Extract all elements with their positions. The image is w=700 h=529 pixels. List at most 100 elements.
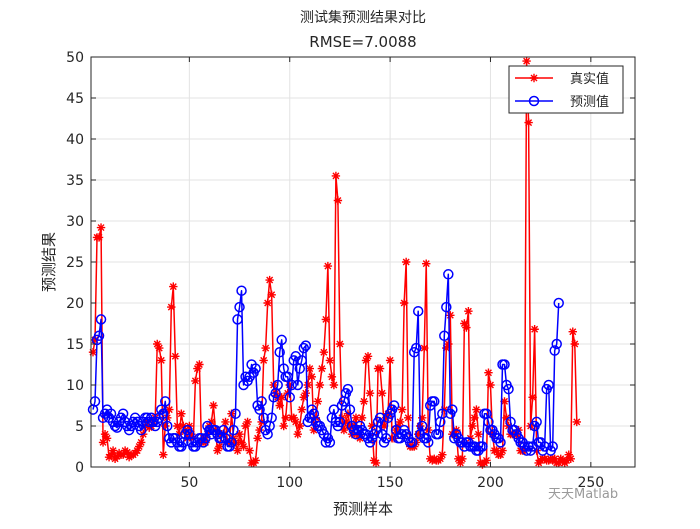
data-point bbox=[286, 379, 297, 391]
data-point bbox=[572, 417, 581, 427]
data-point bbox=[403, 413, 413, 422]
data-point bbox=[241, 421, 250, 431]
data-point bbox=[93, 330, 105, 342]
data-point bbox=[261, 343, 270, 353]
x-axis-label: 预测样本 bbox=[333, 500, 393, 518]
data-point bbox=[570, 339, 579, 349]
data-point bbox=[344, 404, 356, 415]
data-point bbox=[444, 339, 453, 349]
data-point bbox=[263, 298, 272, 308]
data-point bbox=[367, 421, 377, 431]
x-tick-label: 50 bbox=[180, 475, 198, 491]
data-point bbox=[289, 413, 298, 422]
data-point bbox=[228, 424, 239, 436]
data-point bbox=[255, 425, 264, 435]
y-tick-label: 40 bbox=[66, 132, 84, 148]
data-point bbox=[528, 393, 537, 402]
data-point bbox=[272, 379, 283, 391]
data-point bbox=[339, 425, 349, 435]
data-point bbox=[470, 413, 479, 422]
data-point bbox=[458, 454, 467, 463]
data-point bbox=[296, 355, 308, 366]
data-point bbox=[267, 290, 276, 299]
data-point bbox=[554, 458, 563, 468]
data-point bbox=[259, 356, 268, 365]
legend-box bbox=[508, 65, 624, 114]
data-point bbox=[191, 376, 200, 386]
data-point bbox=[321, 315, 331, 324]
data-point bbox=[102, 434, 112, 443]
legend: 真实值 预测值 bbox=[508, 65, 624, 114]
data-point bbox=[279, 421, 288, 431]
data-point bbox=[375, 364, 385, 373]
data-point bbox=[460, 319, 469, 328]
data-point bbox=[562, 456, 571, 465]
data-point bbox=[416, 420, 428, 432]
data-point bbox=[232, 314, 243, 325]
series-actual bbox=[88, 56, 581, 469]
data-point bbox=[315, 380, 325, 390]
y-tick-label: 15 bbox=[66, 337, 84, 353]
data-point bbox=[226, 437, 237, 448]
data-point bbox=[365, 389, 375, 398]
data-point bbox=[324, 437, 336, 448]
data-point bbox=[420, 343, 429, 353]
data-point bbox=[334, 416, 346, 428]
data-point bbox=[155, 343, 164, 353]
data-point bbox=[399, 298, 409, 308]
data-point bbox=[235, 430, 244, 439]
data-point bbox=[234, 301, 245, 313]
data-point bbox=[108, 446, 118, 455]
data-point bbox=[292, 379, 304, 391]
y-tick-label: 0 bbox=[75, 460, 84, 476]
data-point bbox=[291, 417, 300, 427]
legend-marker-actual bbox=[529, 73, 539, 83]
data-point bbox=[309, 425, 319, 435]
data-point bbox=[532, 446, 541, 455]
data-point bbox=[568, 327, 577, 336]
data-point bbox=[342, 383, 354, 395]
data-point bbox=[564, 450, 573, 459]
data-point bbox=[275, 401, 284, 410]
data-point bbox=[100, 430, 110, 439]
x-tick-label: 250 bbox=[577, 475, 604, 491]
data-point bbox=[215, 442, 224, 451]
data-point bbox=[357, 413, 367, 422]
data-point bbox=[385, 356, 395, 365]
data-point bbox=[363, 352, 373, 361]
data-point bbox=[335, 339, 345, 349]
data-point bbox=[412, 305, 424, 317]
y-tick-label: 25 bbox=[66, 255, 84, 271]
data-point bbox=[293, 430, 302, 439]
data-point bbox=[377, 389, 387, 398]
data-point bbox=[250, 363, 261, 374]
y-axis-label: 预测结果 bbox=[40, 232, 58, 292]
grid-lines bbox=[91, 57, 635, 467]
data-point bbox=[492, 446, 501, 455]
data-point bbox=[285, 380, 294, 390]
data-point bbox=[173, 421, 182, 431]
data-point bbox=[395, 417, 405, 427]
data-point bbox=[158, 408, 169, 419]
data-point bbox=[112, 452, 122, 461]
chart-subtitle: RMSE=7.0088 bbox=[309, 33, 416, 51]
data-point bbox=[245, 446, 254, 455]
legend-marker bbox=[529, 73, 539, 83]
data-point bbox=[325, 356, 335, 365]
data-point bbox=[414, 430, 423, 439]
data-point bbox=[165, 405, 174, 414]
y-tick-label: 50 bbox=[66, 50, 84, 66]
data-point bbox=[265, 275, 274, 285]
data-point bbox=[436, 454, 445, 463]
legend-label-predicted: 预测值 bbox=[570, 94, 609, 110]
data-point bbox=[502, 413, 511, 422]
data-point bbox=[169, 282, 178, 291]
data-point bbox=[361, 356, 371, 365]
data-point bbox=[209, 401, 218, 410]
data-point bbox=[300, 340, 312, 351]
data-point bbox=[329, 380, 339, 390]
data-point bbox=[256, 396, 267, 407]
data-point bbox=[341, 417, 351, 427]
